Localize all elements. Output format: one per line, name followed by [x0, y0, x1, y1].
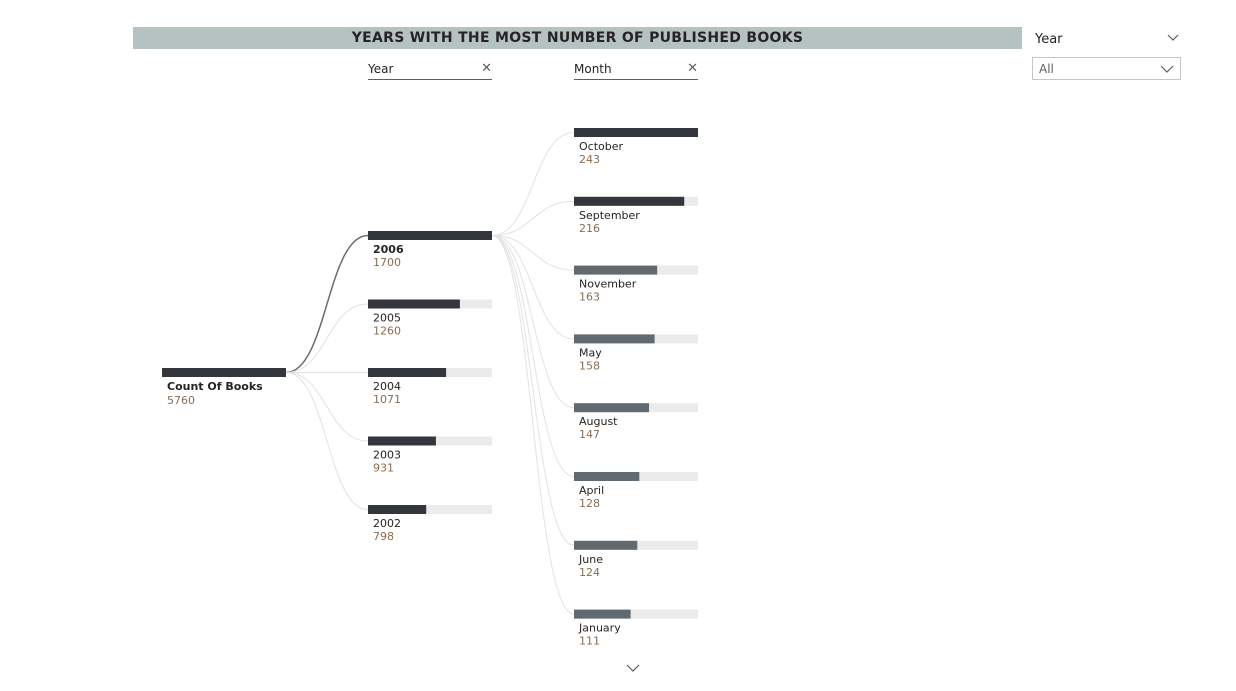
tree-node-label: 2003	[373, 449, 401, 462]
tree-node-value: 163	[579, 291, 600, 304]
tree-node-value: 124	[579, 566, 600, 579]
tree-link	[491, 235, 575, 615]
tree-node-label: May	[579, 346, 602, 359]
tree-node-label: June	[578, 553, 603, 566]
tree-node-value: 798	[373, 530, 394, 543]
tree-node-value: 111	[579, 635, 600, 648]
level-header-year[interactable]: Year ✕	[368, 61, 492, 80]
close-icon[interactable]: ✕	[481, 61, 492, 76]
tree-node-value: 158	[579, 359, 600, 372]
tree-link	[491, 235, 575, 271]
level-header-label: Month	[574, 62, 612, 76]
tree-node-label: September	[579, 209, 640, 222]
tree-link	[285, 303, 369, 373]
tree-link	[285, 372, 369, 442]
tree-bar	[162, 368, 286, 377]
tree-node-label: August	[579, 415, 618, 428]
tree-node-value: 147	[579, 428, 600, 441]
tree-node-value: 1260	[373, 325, 401, 338]
tree-bar	[368, 436, 436, 446]
tree-node-value: 216	[579, 222, 600, 235]
tree-bar	[368, 505, 427, 514]
tree-node-label: 2006	[373, 243, 404, 256]
level-header-label: Year	[368, 62, 394, 76]
tree-node-label: January	[578, 622, 621, 635]
tree-node-value: 128	[579, 497, 600, 510]
tree-bar	[574, 609, 631, 619]
tree-link	[491, 235, 575, 409]
tree-node-label: 2005	[373, 312, 401, 325]
tree-link	[491, 132, 575, 236]
tree-node-value: 243	[579, 153, 600, 166]
tree-bar	[368, 368, 447, 377]
tree-link	[491, 235, 575, 340]
tree-link	[491, 235, 575, 546]
tree-bar	[574, 540, 638, 550]
chevron-down-icon[interactable]	[1166, 31, 1180, 45]
tree-bar	[574, 196, 685, 206]
tree-node-value: 1071	[373, 393, 401, 406]
chart-title: YEARS WITH THE MOST NUMBER OF PUBLISHED …	[351, 30, 804, 46]
tree-link	[285, 234, 369, 374]
tree-bar	[574, 472, 640, 481]
tree-node-label: April	[579, 484, 604, 497]
tree-bar	[368, 299, 460, 309]
close-icon[interactable]: ✕	[687, 61, 698, 76]
tree-node-label: Count Of Books	[167, 380, 263, 393]
tree-node-label: 2002	[373, 517, 401, 530]
tree-link	[491, 200, 575, 236]
tree-node-value: 5760	[167, 394, 195, 407]
tree-bar	[574, 265, 658, 275]
tree-bar	[574, 334, 655, 344]
slicer-title: Year	[1035, 32, 1063, 47]
tree-node-value: 1700	[373, 256, 401, 269]
level-header-month[interactable]: Month ✕	[574, 61, 698, 80]
tree-link	[491, 235, 575, 477]
slicer-selected-value: All	[1039, 62, 1054, 76]
tree-node-label: November	[579, 278, 637, 291]
chart-title-bar: YEARS WITH THE MOST NUMBER OF PUBLISHED …	[133, 27, 1022, 49]
tree-bar	[368, 231, 492, 240]
chevron-down-icon	[1160, 65, 1174, 73]
tree-node-value: 931	[373, 462, 394, 475]
chevron-down-icon[interactable]	[625, 662, 641, 674]
tree-bar-track	[574, 609, 698, 619]
tree-node-label: 2004	[373, 380, 401, 393]
tree-bar-track	[368, 505, 492, 514]
tree-bar	[574, 403, 650, 413]
tree-bar	[574, 128, 698, 137]
year-slicer-dropdown[interactable]: All	[1032, 57, 1181, 80]
tree-link	[285, 372, 369, 510]
tree-node-label: October	[579, 140, 623, 153]
